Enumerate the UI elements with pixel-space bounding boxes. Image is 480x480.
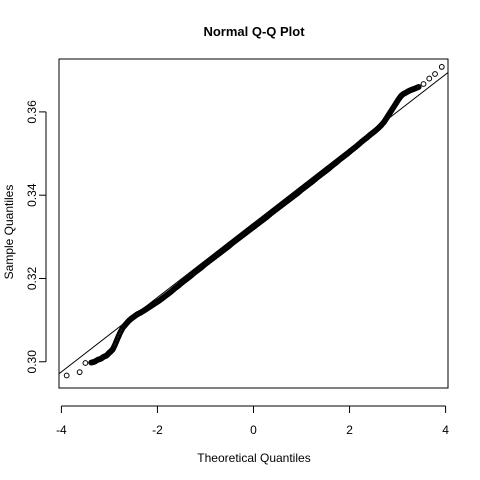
x-tick-label: -4 [56,423,67,437]
data-point [82,360,89,366]
y-axis: 0.30 0.32 0.34 0.36 [25,100,47,374]
y-tick-label: 0.36 [25,100,39,124]
y-tick-label: 0.30 [25,350,39,374]
data-point [415,84,422,90]
x-tick-label: 4 [442,423,449,437]
y-axis-label: Sample Quantiles [2,185,16,280]
chart-title: Normal Q-Q Plot [203,24,305,39]
y-tick-label: 0.34 [25,183,39,207]
data-point [426,75,433,82]
data-point [76,369,83,376]
data-point [438,64,445,70]
data-point [432,71,438,77]
x-axis-label: Theoretical Quantiles [197,451,310,465]
y-tick-label: 0.32 [25,266,39,290]
data-point [63,372,70,379]
points-group [63,64,445,379]
x-tick-label: -2 [152,423,163,437]
x-axis: -4 -2 0 2 4 [56,405,449,437]
x-tick-label: 2 [346,423,353,437]
plot-frame [58,58,449,389]
data-point [420,81,427,87]
x-tick-label: 0 [250,423,257,437]
